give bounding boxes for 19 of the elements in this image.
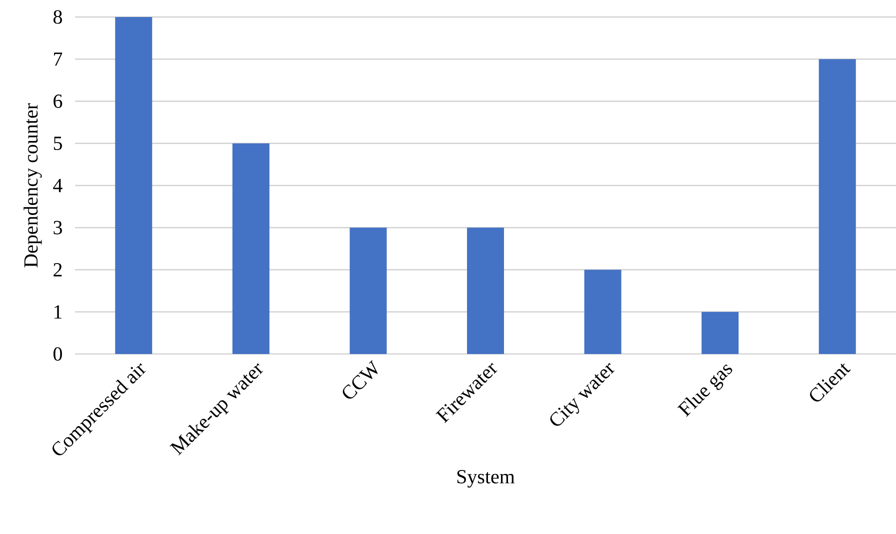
y-tick-label: 7 [54, 52, 62, 66]
bar [232, 143, 270, 354]
x-axis-title: System [457, 470, 515, 488]
bar [818, 59, 856, 354]
y-tick-label: 5 [54, 136, 62, 150]
y-tick-label: 1 [54, 305, 62, 318]
bar [467, 228, 504, 354]
bar [350, 228, 387, 354]
y-tick-label: 4 [53, 178, 62, 192]
y-tick-label: 2 [54, 263, 62, 276]
x-tick-label: Flue gas [677, 364, 732, 417]
y-axis-title: Dependency counter [24, 103, 42, 268]
y-tick-label: 8 [53, 10, 62, 24]
bar [115, 16, 152, 354]
y-tick-label: 3 [54, 220, 62, 234]
y-tick-label: 6 [54, 94, 62, 108]
y-tick-label: 0 [53, 347, 62, 361]
bar [702, 312, 739, 354]
bar [584, 270, 622, 354]
